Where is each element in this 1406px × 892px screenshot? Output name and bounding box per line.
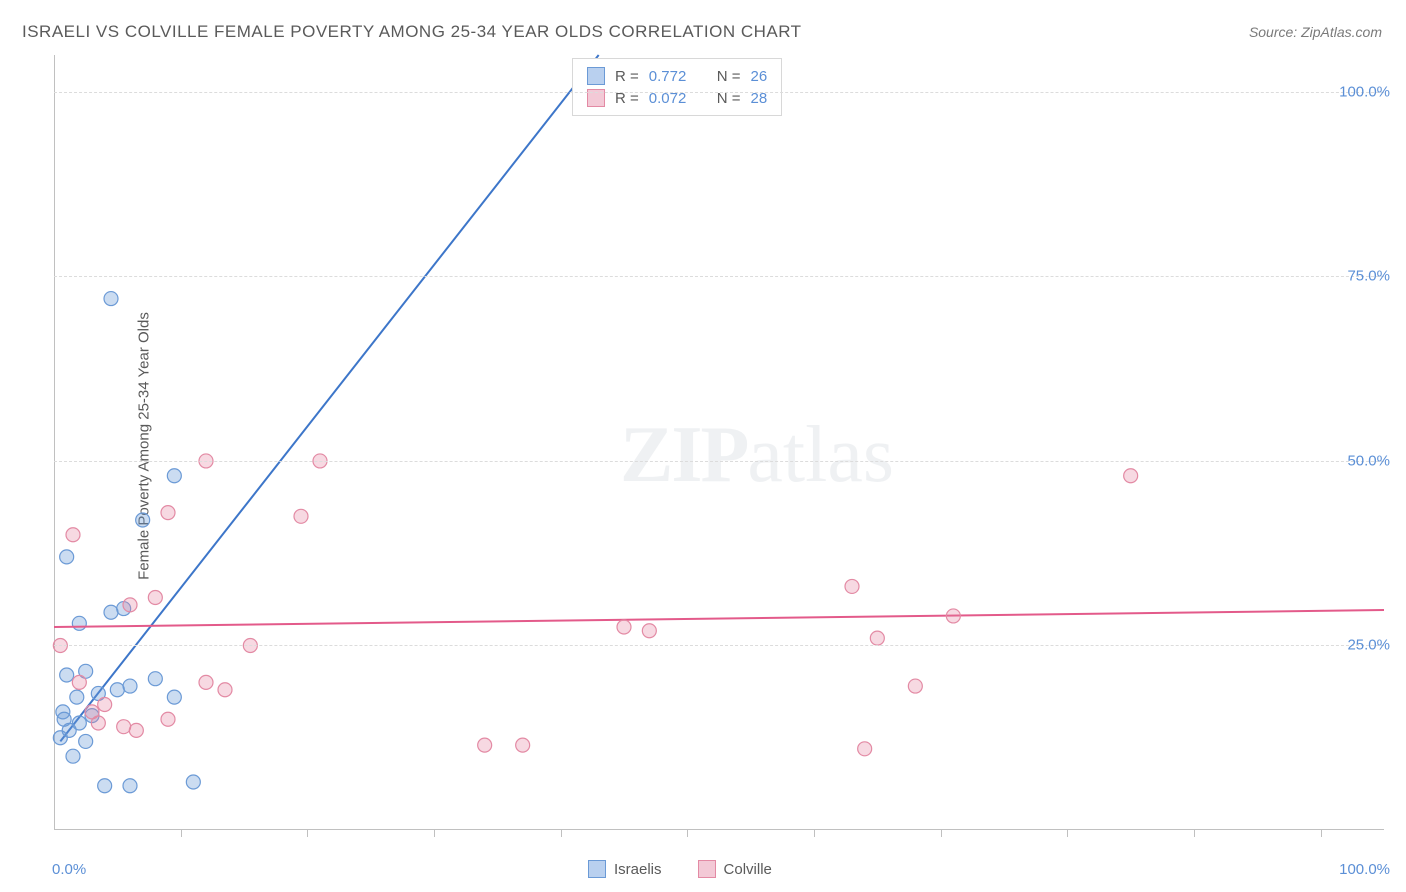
- data-point: [908, 679, 922, 693]
- legend-correlation: R = 0.772 N = 26 R =0.072N =28: [572, 58, 782, 116]
- x-tick-mark: [1067, 829, 1068, 837]
- y-tick-label: 75.0%: [1347, 268, 1390, 285]
- legend-item: Israelis: [588, 860, 662, 878]
- data-point: [870, 631, 884, 645]
- data-point: [91, 716, 105, 730]
- data-point: [104, 292, 118, 306]
- regression-line: [60, 55, 598, 741]
- data-point: [218, 683, 232, 697]
- y-tick-label: 50.0%: [1347, 452, 1390, 469]
- data-point: [161, 506, 175, 520]
- x-tick-mark: [814, 829, 815, 837]
- x-tick-mark: [941, 829, 942, 837]
- data-point: [167, 690, 181, 704]
- data-point: [845, 579, 859, 593]
- data-point: [642, 624, 656, 638]
- x-tick-mark: [561, 829, 562, 837]
- data-point: [478, 738, 492, 752]
- x-tick-mark: [1321, 829, 1322, 837]
- data-point: [66, 528, 80, 542]
- legend-series: Israelis Colville: [588, 860, 772, 878]
- legend-correlation-row: R =0.072N =28: [587, 87, 767, 109]
- data-point: [294, 509, 308, 523]
- data-point: [123, 779, 137, 793]
- data-point: [110, 683, 124, 697]
- data-point: [123, 679, 137, 693]
- data-point: [858, 742, 872, 756]
- y-tick-label: 100.0%: [1339, 83, 1390, 100]
- x-tick-label-min: 0.0%: [52, 861, 86, 878]
- x-tick-mark: [434, 829, 435, 837]
- data-point: [56, 705, 70, 719]
- x-tick-mark: [307, 829, 308, 837]
- data-point: [136, 513, 150, 527]
- data-point: [98, 698, 112, 712]
- data-point: [199, 675, 213, 689]
- data-point: [148, 672, 162, 686]
- gridline: [54, 276, 1384, 277]
- r-label: R =: [615, 68, 639, 85]
- data-point: [161, 712, 175, 726]
- x-tick-mark: [181, 829, 182, 837]
- data-point: [70, 690, 84, 704]
- gridline: [54, 92, 1384, 93]
- x-tick-mark: [1194, 829, 1195, 837]
- regression-line: [54, 610, 1384, 627]
- x-tick-mark: [687, 829, 688, 837]
- n-value: 26: [751, 68, 768, 85]
- n-label: N =: [717, 68, 741, 85]
- data-point: [72, 675, 86, 689]
- legend-swatch: [587, 67, 605, 85]
- legend-correlation-row: R = 0.772 N = 26: [587, 65, 767, 87]
- legend-label: Colville: [724, 861, 772, 878]
- data-point: [516, 738, 530, 752]
- scatter-plot: [54, 55, 1384, 830]
- data-point: [129, 723, 143, 737]
- data-point: [66, 749, 80, 763]
- data-point: [186, 775, 200, 789]
- data-point: [79, 734, 93, 748]
- data-point: [1124, 469, 1138, 483]
- data-point: [123, 598, 137, 612]
- data-point: [72, 616, 86, 630]
- gridline: [54, 461, 1384, 462]
- data-point: [148, 591, 162, 605]
- data-point: [60, 550, 74, 564]
- data-point: [60, 668, 74, 682]
- y-tick-label: 25.0%: [1347, 637, 1390, 654]
- r-value: 0.772: [649, 68, 707, 85]
- gridline: [54, 645, 1384, 646]
- data-point: [946, 609, 960, 623]
- legend-item: Colville: [698, 860, 772, 878]
- x-tick-label-max: 100.0%: [1339, 861, 1390, 878]
- legend-label: Israelis: [614, 861, 662, 878]
- legend-swatch: [588, 860, 606, 878]
- data-point: [167, 469, 181, 483]
- data-point: [98, 779, 112, 793]
- data-point: [117, 720, 131, 734]
- data-point: [104, 605, 118, 619]
- data-point: [72, 716, 86, 730]
- chart-title: ISRAELI VS COLVILLE FEMALE POVERTY AMONG…: [22, 22, 802, 42]
- source-credit: Source: ZipAtlas.com: [1249, 24, 1382, 40]
- data-point: [617, 620, 631, 634]
- legend-swatch: [698, 860, 716, 878]
